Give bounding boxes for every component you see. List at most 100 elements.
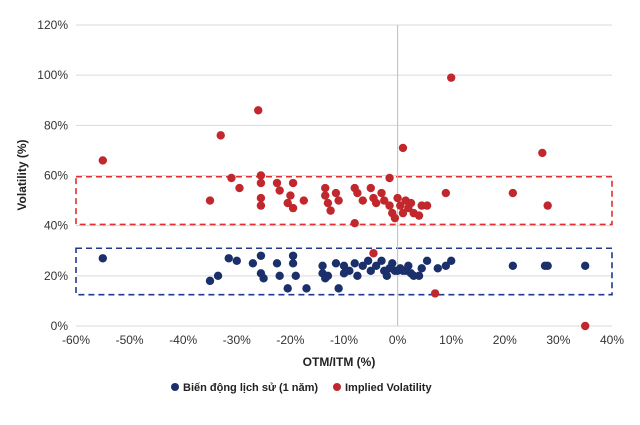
implied-point: [227, 173, 236, 183]
implied-point: [581, 321, 590, 331]
y-tick-label: 60%: [44, 169, 68, 183]
legend-marker-historical: [171, 383, 179, 391]
historical-point: [288, 259, 298, 268]
x-tick-label: 40%: [600, 333, 624, 347]
historical-point: [345, 266, 354, 276]
implied-point: [256, 201, 266, 210]
implied-point: [288, 203, 298, 213]
implied-point: [216, 131, 225, 140]
historical-point: [272, 259, 282, 268]
historical-point: [232, 256, 241, 265]
historical-band-box: [75, 247, 613, 296]
historical-point: [353, 271, 362, 281]
historical-point: [275, 271, 284, 281]
historical-point: [318, 261, 327, 270]
historical-point: [256, 251, 266, 260]
historical-point: [366, 266, 375, 276]
historical-point: [377, 256, 386, 265]
historical-point: [288, 251, 298, 260]
tick-labels: 0% 20% 40% 60% 80% 100% 120% -60% -50% -40% -30% -2…: [37, 18, 624, 347]
historical-point: [291, 271, 300, 281]
historical-point: [213, 271, 223, 281]
implied-point: [358, 196, 367, 205]
x-tick-label: -50%: [116, 333, 144, 347]
implied-point: [323, 198, 333, 208]
historical-point: [331, 259, 341, 268]
historical-point: [323, 271, 333, 281]
implied-point: [256, 193, 266, 203]
historical-point: [224, 254, 233, 263]
implied-point: [398, 143, 408, 153]
implied-point: [538, 148, 547, 158]
y-tick-label: 80%: [44, 118, 68, 132]
historical-point: [508, 261, 518, 270]
implied-point: [406, 198, 416, 208]
implied-point: [235, 183, 244, 193]
x-tick-label: -10%: [330, 333, 358, 347]
implied-point: [254, 106, 263, 115]
y-tick-label: 120%: [37, 18, 68, 32]
implied-point: [422, 201, 432, 210]
implied-point: [447, 73, 456, 82]
implied-point: [350, 218, 359, 228]
legend-label-historical: Biến động lịch sử (1 năm): [183, 382, 318, 394]
implied-point: [377, 188, 386, 198]
implied-point: [288, 178, 298, 188]
x-tick-label: -30%: [223, 333, 251, 347]
historical-point: [334, 284, 343, 293]
y-tick-label: 0%: [51, 319, 69, 333]
implied-point: [414, 211, 424, 220]
historical-point: [350, 259, 359, 268]
implied-point: [353, 188, 362, 198]
x-tick-label: -20%: [276, 333, 304, 347]
historical-point: [98, 254, 108, 263]
historical-point: [447, 256, 456, 265]
historical-point: [441, 261, 451, 270]
historical-point: [302, 284, 311, 293]
historical-point: [414, 271, 424, 281]
bands: [75, 175, 613, 296]
implied-point: [441, 188, 451, 198]
historical-point: [433, 264, 442, 273]
x-tick-label: 30%: [546, 333, 570, 347]
historical-point: [417, 264, 426, 273]
legend: Biến động lịch sử (1 năm) Implied Volati…: [171, 382, 432, 394]
historical-point: [339, 261, 349, 270]
historical-point: [259, 274, 268, 283]
implied-point: [321, 191, 330, 200]
historical-point: [205, 276, 215, 286]
implied-point: [272, 178, 282, 188]
implied-point: [380, 196, 389, 205]
implied-point: [369, 249, 378, 258]
historical-point: [388, 259, 397, 268]
implied-point: [334, 196, 343, 205]
historical-point: [363, 256, 373, 265]
implied-band-box: [75, 175, 613, 226]
implied-point: [321, 183, 330, 193]
implied-point: [256, 178, 266, 188]
historical-point: [543, 261, 552, 270]
historical-point: [382, 271, 392, 281]
historical-point: [371, 261, 381, 270]
implied-point: [98, 156, 108, 165]
implied-point: [275, 186, 284, 195]
x-tick-label: 10%: [439, 333, 463, 347]
y-tick-label: 100%: [37, 68, 68, 82]
implied-point: [430, 289, 440, 298]
x-tick-label: -60%: [62, 333, 90, 347]
implied-point: [286, 191, 295, 200]
historical-point: [358, 261, 367, 270]
legend-marker-implied: [333, 383, 341, 391]
implied-point: [398, 208, 408, 218]
x-tick-label: -40%: [169, 333, 197, 347]
implied-point: [390, 213, 400, 223]
historical-point: [422, 256, 432, 265]
implied-point: [366, 183, 375, 193]
implied-point: [396, 201, 405, 210]
x-tick-label: 20%: [493, 333, 517, 347]
implied-point: [326, 206, 335, 215]
implied-point: [385, 201, 394, 210]
implied-point: [256, 171, 266, 180]
